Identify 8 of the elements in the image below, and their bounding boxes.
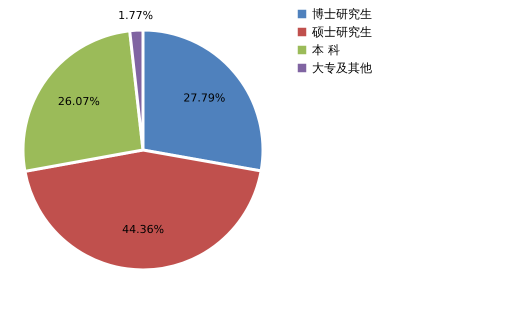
legend-label: 博士研究生 <box>312 7 372 21</box>
data-label: 1.77% <box>118 9 154 22</box>
data-label: 44.36% <box>122 223 164 236</box>
legend-label: 大专及其他 <box>312 61 372 75</box>
data-label: 26.07% <box>58 95 100 108</box>
legend-label: 本 科 <box>312 43 340 57</box>
data-label: 27.79% <box>183 92 226 105</box>
legend-label: 硕士研究生 <box>311 25 372 39</box>
